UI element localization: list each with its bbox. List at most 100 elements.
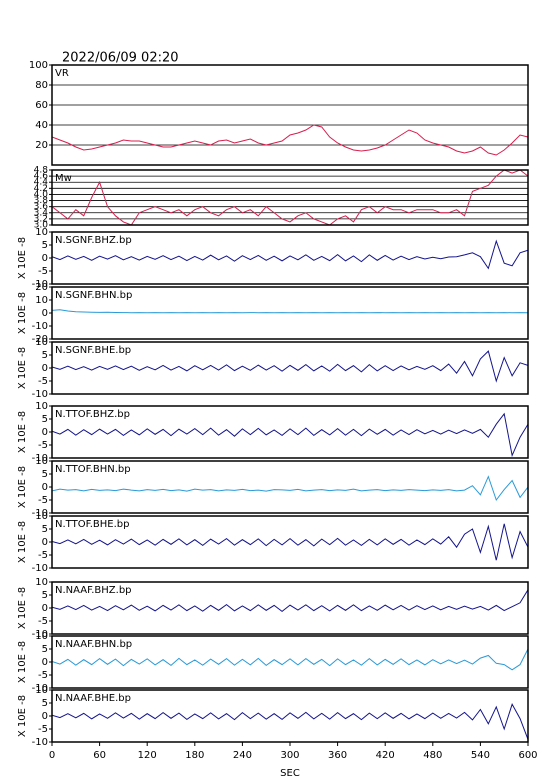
x-tick-label: 300: [280, 750, 299, 761]
y-tick-label: -20: [32, 334, 48, 345]
y-axis-label: X 10E -8: [17, 695, 28, 737]
y-axis-label: X 10E -8: [17, 641, 28, 683]
y-tick-label: -10: [32, 563, 48, 574]
y-tick-label: 10: [35, 511, 48, 522]
panel-frame: [51, 460, 529, 514]
y-tick-label: 0: [42, 308, 48, 319]
y-tick-label: -10: [32, 453, 48, 464]
trace: [52, 523, 528, 561]
panel-frame: [51, 341, 529, 395]
x-tick-label: 120: [138, 750, 157, 761]
y-tick-label: 0: [42, 711, 48, 722]
x-tick-label: 360: [328, 750, 347, 761]
y-tick-label: 10: [35, 295, 48, 306]
panel-frame: [51, 581, 529, 635]
panel-frame: [51, 286, 529, 340]
panel-label: N.SGNF.BHZ.bp: [55, 235, 132, 246]
y-tick-label: 4.8: [34, 166, 49, 176]
y-tick-label: 80: [35, 80, 48, 91]
y-tick-label: 0: [42, 363, 48, 374]
y-tick-label: 10: [35, 456, 48, 467]
y-tick-label: 3.6: [34, 202, 49, 212]
y-axis-label: X 10E -8: [17, 292, 28, 334]
x-tick-label: 420: [376, 750, 395, 761]
y-tick-label: 10: [35, 631, 48, 642]
panel-frame: [51, 64, 529, 166]
y-tick-label: 5: [42, 469, 48, 480]
y-tick-label: 0: [42, 482, 48, 493]
panel-frame: [51, 169, 529, 226]
panel-label: N.SGNF.BHN.bp: [55, 290, 132, 301]
trace: [52, 648, 528, 671]
panel-frame: [51, 635, 529, 689]
panel-label: VR: [55, 68, 69, 79]
y-tick-label: 0: [42, 427, 48, 438]
y-axis-label: X 10E -8: [17, 466, 28, 508]
panel-label: N.TTOF.BHN.bp: [55, 464, 131, 475]
y-axis-label: X 10E -8: [17, 411, 28, 453]
y-tick-label: -10: [32, 279, 48, 290]
y-tick-label: -10: [32, 683, 48, 694]
y-tick-label: 5: [42, 698, 48, 709]
panel-label: N.NAAF.BHE.bp: [55, 693, 131, 704]
y-axis-label: X 10E -8: [17, 347, 28, 389]
y-tick-label: -10: [32, 321, 48, 332]
trace: [52, 703, 528, 740]
x-tick-label: 0: [49, 750, 55, 761]
trace: [52, 309, 528, 314]
y-tick-label: 20: [35, 140, 48, 151]
y-tick-label: 10: [35, 227, 48, 238]
y-tick-label: 10: [35, 685, 48, 696]
x-tick-label: 240: [233, 750, 252, 761]
y-tick-label: 4.2: [34, 184, 48, 194]
x-tick-label: 540: [471, 750, 490, 761]
panel-label: Mw: [55, 173, 72, 184]
y-tick-label: 3.8: [34, 196, 49, 206]
y-tick-label: -10: [32, 389, 48, 400]
y-tick-label: -5: [38, 616, 48, 627]
panel-frame: [51, 515, 529, 569]
y-tick-label: 20: [35, 282, 48, 293]
y-tick-label: 0: [42, 253, 48, 264]
y-tick-label: 4.0: [34, 190, 49, 200]
y-tick-label: 5: [42, 524, 48, 535]
y-tick-label: 5: [42, 414, 48, 425]
x-tick-label: 60: [93, 750, 106, 761]
y-tick-label: 0: [42, 657, 48, 668]
panel-label: N.NAAF.BHZ.bp: [55, 585, 132, 596]
x-tick-label: 600: [518, 750, 537, 761]
y-tick-label: 3.2: [34, 214, 48, 224]
y-tick-label: 60: [35, 100, 48, 111]
y-tick-label: 3.0: [34, 221, 49, 231]
y-tick-label: 40: [35, 120, 48, 131]
y-tick-label: 10: [35, 401, 48, 412]
y-tick-label: -5: [38, 670, 48, 681]
panel-label: N.NAAF.BHN.bp: [55, 639, 132, 650]
x-tick-label: 480: [423, 750, 442, 761]
panel-label: N.SGNF.BHE.bp: [55, 345, 131, 356]
y-tick-label: 100: [29, 60, 48, 71]
y-tick-label: 0: [42, 603, 48, 614]
panel-label: N.TTOF.BHZ.bp: [55, 409, 130, 420]
y-tick-label: -5: [38, 266, 48, 277]
x-axis-label: SEC: [280, 768, 300, 779]
trace: [52, 124, 528, 156]
x-tick-label: 180: [185, 750, 204, 761]
y-tick-label: 5: [42, 240, 48, 251]
y-tick-label: -10: [32, 629, 48, 640]
y-axis-label: X 10E -8: [17, 587, 28, 629]
panel-label: N.TTOF.BHE.bp: [55, 519, 129, 530]
y-tick-label: 5: [42, 350, 48, 361]
y-tick-label: 5: [42, 644, 48, 655]
y-tick-label: -10: [32, 737, 48, 748]
trace: [52, 350, 528, 383]
trace: [52, 170, 528, 225]
y-tick-label: 10: [35, 577, 48, 588]
y-tick-label: -5: [38, 376, 48, 387]
y-tick-label: -5: [38, 495, 48, 506]
y-axis-label: X 10E -8: [17, 521, 28, 563]
trace: [52, 239, 528, 270]
chart-title: 2022/06/09 02:20: [62, 51, 179, 66]
